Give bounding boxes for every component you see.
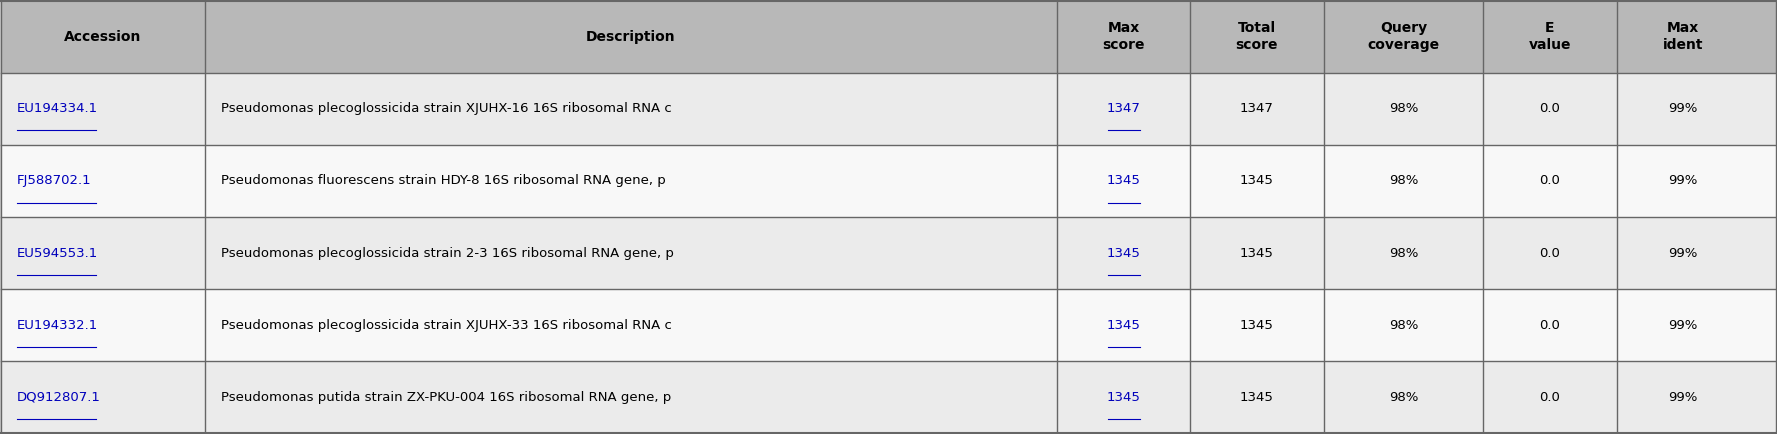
Text: 0.0: 0.0 bbox=[1539, 102, 1560, 115]
Bar bbox=[0, 1, 1777, 73]
Text: Accession: Accession bbox=[64, 30, 142, 44]
Text: Pseudomonas plecoglossicida strain XJUHX-16 16S ribosomal RNA c: Pseudomonas plecoglossicida strain XJUHX… bbox=[220, 102, 672, 115]
Text: 98%: 98% bbox=[1390, 174, 1418, 187]
Text: 1345: 1345 bbox=[1240, 174, 1274, 187]
Text: 99%: 99% bbox=[1669, 247, 1697, 260]
Text: Total
score: Total score bbox=[1235, 21, 1278, 53]
Text: 98%: 98% bbox=[1390, 247, 1418, 260]
Bar bbox=[0, 73, 1777, 145]
Text: 98%: 98% bbox=[1390, 391, 1418, 404]
Text: 1345: 1345 bbox=[1240, 247, 1274, 260]
Text: Pseudomonas fluorescens strain HDY-8 16S ribosomal RNA gene, p: Pseudomonas fluorescens strain HDY-8 16S… bbox=[220, 174, 666, 187]
Bar bbox=[0, 289, 1777, 361]
Text: EU194334.1: EU194334.1 bbox=[16, 102, 98, 115]
Bar bbox=[0, 145, 1777, 217]
Text: 1345: 1345 bbox=[1107, 174, 1141, 187]
Text: EU594553.1: EU594553.1 bbox=[16, 247, 98, 260]
Text: 1345: 1345 bbox=[1107, 247, 1141, 260]
Text: 99%: 99% bbox=[1669, 102, 1697, 115]
Text: 99%: 99% bbox=[1669, 174, 1697, 187]
Text: Max
score: Max score bbox=[1102, 21, 1144, 53]
Text: Description: Description bbox=[586, 30, 675, 44]
Bar bbox=[0, 361, 1777, 433]
Text: 1345: 1345 bbox=[1107, 319, 1141, 332]
Text: 99%: 99% bbox=[1669, 391, 1697, 404]
Text: 1347: 1347 bbox=[1107, 102, 1141, 115]
Text: 1345: 1345 bbox=[1240, 391, 1274, 404]
Text: 1345: 1345 bbox=[1107, 391, 1141, 404]
Text: Pseudomonas putida strain ZX-PKU-004 16S ribosomal RNA gene, p: Pseudomonas putida strain ZX-PKU-004 16S… bbox=[220, 391, 672, 404]
Text: 0.0: 0.0 bbox=[1539, 391, 1560, 404]
Text: 0.0: 0.0 bbox=[1539, 174, 1560, 187]
Text: Max
ident: Max ident bbox=[1663, 21, 1704, 53]
Text: 1347: 1347 bbox=[1240, 102, 1274, 115]
Text: Query
coverage: Query coverage bbox=[1367, 21, 1439, 53]
Text: 1345: 1345 bbox=[1240, 319, 1274, 332]
Text: Pseudomonas plecoglossicida strain 2-3 16S ribosomal RNA gene, p: Pseudomonas plecoglossicida strain 2-3 1… bbox=[220, 247, 673, 260]
Text: DQ912807.1: DQ912807.1 bbox=[16, 391, 101, 404]
Text: E
value: E value bbox=[1528, 21, 1571, 53]
Text: FJ588702.1: FJ588702.1 bbox=[16, 174, 91, 187]
Text: Pseudomonas plecoglossicida strain XJUHX-33 16S ribosomal RNA c: Pseudomonas plecoglossicida strain XJUHX… bbox=[220, 319, 672, 332]
Bar bbox=[0, 217, 1777, 289]
Text: 0.0: 0.0 bbox=[1539, 319, 1560, 332]
Text: 0.0: 0.0 bbox=[1539, 247, 1560, 260]
Text: 98%: 98% bbox=[1390, 319, 1418, 332]
Text: 98%: 98% bbox=[1390, 102, 1418, 115]
Text: EU194332.1: EU194332.1 bbox=[16, 319, 98, 332]
Text: 99%: 99% bbox=[1669, 319, 1697, 332]
